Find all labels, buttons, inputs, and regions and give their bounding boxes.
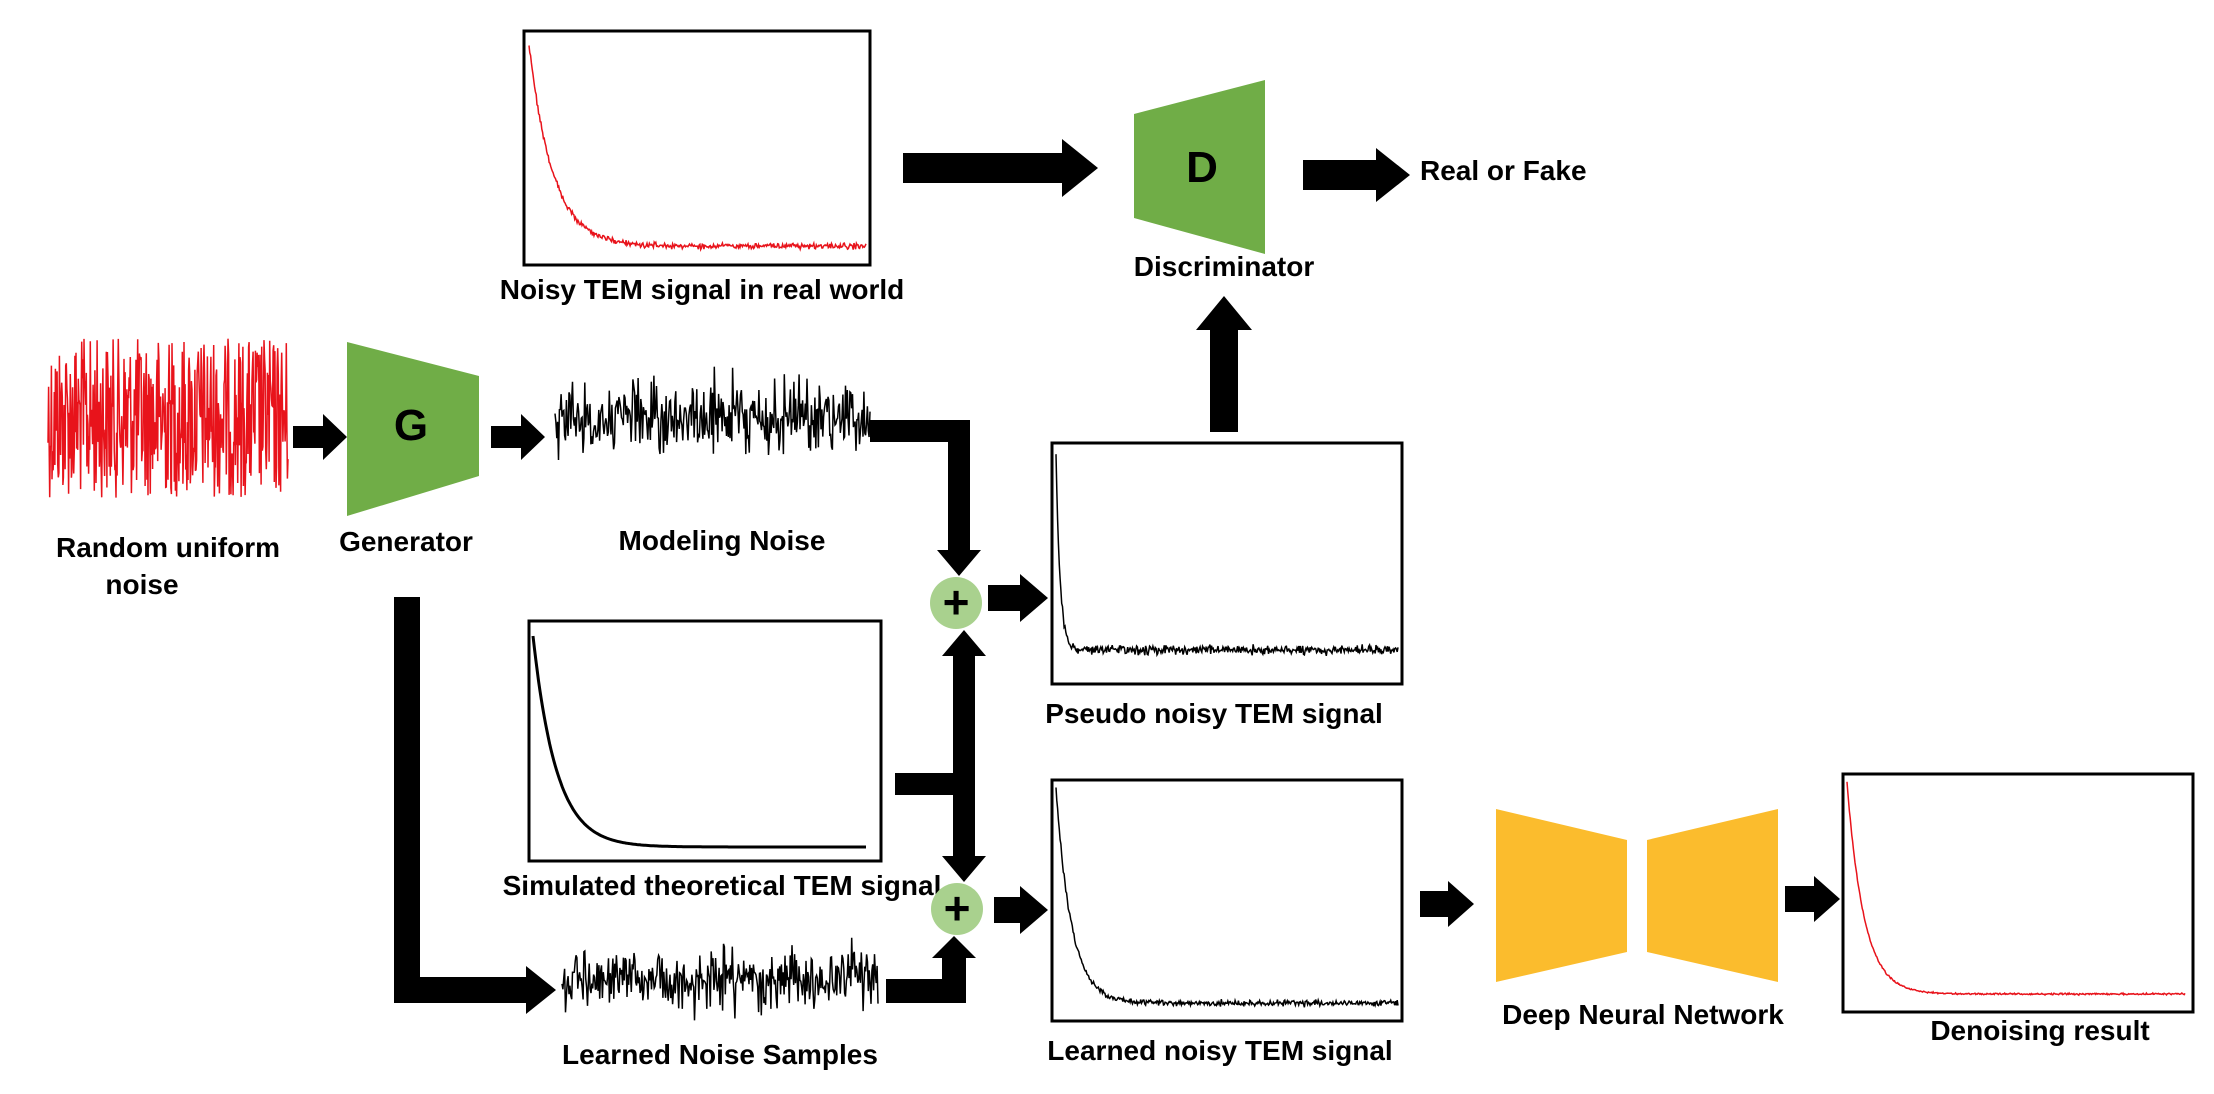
simulated-label: Simulated theoretical TEM signal	[503, 870, 942, 901]
pseudo-noisy-signal-curve	[1055, 454, 1399, 658]
learned-noisy-label: Learned noisy TEM signal	[1047, 1035, 1392, 1066]
connector-generator-vertical	[394, 597, 420, 1003]
modeling-noise-waveform	[554, 366, 871, 461]
adder-top-circle	[930, 577, 982, 629]
noisy-real-label: Noisy TEM signal in real world	[500, 274, 905, 305]
learned-noisy-signal-curve	[1055, 787, 1399, 1009]
adder-top: +	[930, 576, 982, 629]
random-noise-waveform	[47, 338, 289, 498]
denoising-plot-frame	[1841, 772, 2195, 1014]
connector-simulated-horizontal	[895, 773, 965, 795]
random-noise-label-line2: noise	[105, 569, 178, 600]
arrow-real-signal-to-discriminator	[903, 139, 1098, 197]
arrow-pseudo-up-to-discriminator	[1196, 296, 1252, 432]
learned-noise-waveform	[561, 937, 879, 1021]
adder-bottom-circle	[931, 883, 983, 935]
simulated-plot-frame	[527, 619, 883, 863]
dnn-encoder-block	[1496, 809, 1627, 982]
pseudo-noisy-label: Pseudo noisy TEM signal	[1045, 698, 1383, 729]
generator-label: Generator	[339, 526, 473, 557]
arrow-simulated-up-to-adder-top	[942, 630, 986, 784]
learned-noise-label: Learned Noise Samples	[562, 1039, 878, 1070]
arrow-learned-up-to-adder	[932, 936, 976, 1003]
adder-bottom-plus: +	[944, 882, 971, 934]
learned-noisy-plot-frame	[1050, 778, 1404, 1023]
adder-top-plus: +	[943, 576, 970, 628]
noisy-real-signal-curve	[528, 45, 867, 252]
arrow-modeling-down-to-adder	[937, 420, 981, 576]
dnn-decoder-block	[1647, 809, 1778, 982]
arrow-generator-to-modeling-noise	[491, 414, 545, 460]
dnn-label: Deep Neural Network	[1502, 999, 1784, 1030]
denoising-result-curve	[1846, 781, 2186, 997]
arrow-adder-bottom-to-learned-noisy	[994, 886, 1048, 934]
real-or-fake-label: Real or Fake	[1420, 155, 1587, 186]
connector-modeling-horizontal	[870, 420, 970, 442]
arrow-dnn-to-denoising	[1785, 876, 1840, 922]
adder-bottom: +	[931, 882, 983, 935]
random-noise-label-line1: Random uniform	[56, 532, 280, 563]
arrow-learned-noisy-to-dnn	[1420, 881, 1474, 927]
arrow-simulated-down-to-adder-bottom	[942, 784, 986, 882]
arrow-generator-to-learned-noise	[394, 966, 556, 1014]
pseudo-noisy-plot-frame	[1050, 441, 1404, 686]
noisy-real-plot-frame	[522, 29, 872, 267]
generator-letter: G	[394, 401, 428, 450]
modeling-noise-label: Modeling Noise	[619, 525, 826, 556]
arrow-discriminator-to-output	[1303, 148, 1410, 202]
denoising-label: Denoising result	[1930, 1015, 2149, 1046]
arrow-noise-to-generator	[293, 414, 347, 460]
discriminator-label: Discriminator	[1134, 251, 1315, 282]
connector-arrows	[293, 139, 1840, 1014]
discriminator-letter: D	[1186, 143, 1218, 192]
arrow-adder-top-to-pseudo	[988, 574, 1048, 622]
simulated-signal-curve	[531, 635, 866, 849]
generator-block	[347, 342, 479, 516]
discriminator-block	[1134, 80, 1265, 254]
